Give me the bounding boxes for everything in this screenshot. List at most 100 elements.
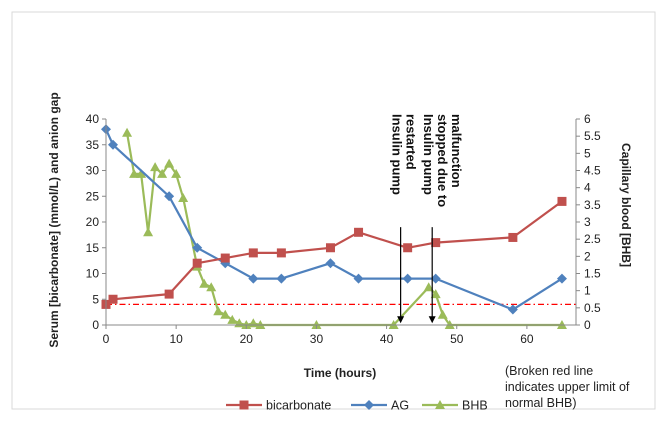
legend-label: bicarbonate <box>266 399 331 413</box>
y2-tick-label: 3 <box>584 215 591 229</box>
y2-tick-label: 0 <box>584 318 591 332</box>
annotations-group: Insulin pump restarted Insulin pump stopped… <box>390 114 464 324</box>
data-point-ag <box>430 273 441 284</box>
data-point-bhb <box>136 168 147 178</box>
x-tick-label: 10 <box>169 332 183 346</box>
y2-tick-label: 5 <box>584 146 591 160</box>
annotation-1: Insulin pump restarted <box>390 114 419 324</box>
data-point-bhb <box>437 309 448 319</box>
legend-item-ag: AG <box>351 399 409 413</box>
legend-label: AG <box>391 399 409 413</box>
data-point-bicarbonate <box>557 196 567 206</box>
y2-tick-label: 4.5 <box>584 164 601 178</box>
y2-tick-label: 0.5 <box>584 301 601 315</box>
note-line: normal BHB) <box>505 396 577 410</box>
y2-tick-label: 5.5 <box>584 129 601 143</box>
y2-tick-label: 2 <box>584 249 591 263</box>
data-point-bicarbonate <box>248 248 258 258</box>
data-point-bicarbonate <box>508 232 518 242</box>
data-point-bhb <box>129 168 140 178</box>
data-point-ag <box>108 139 119 150</box>
x-tick-label: 40 <box>380 332 394 346</box>
y-tick-label: 15 <box>86 241 100 255</box>
data-point-bhb <box>150 162 161 172</box>
y2-tick-label: 2.5 <box>584 232 601 246</box>
note-line: (Broken red line <box>505 364 593 378</box>
data-point-bicarbonate <box>325 243 335 253</box>
data-point-ag <box>164 191 175 202</box>
data-point-bhb <box>430 289 441 299</box>
note-line: indicates upper limit of <box>505 380 630 394</box>
annotation-2: Insulin pump stopped due to malfunction <box>421 114 464 324</box>
x-tick-label: 20 <box>240 332 254 346</box>
data-point-bicarbonate <box>431 238 441 248</box>
annotation-text: restarted <box>404 114 419 170</box>
annotation-text: malfunction <box>449 114 464 188</box>
data-point-bhb <box>178 192 189 202</box>
data-point-ag <box>507 304 518 315</box>
data-point-ag <box>325 258 336 269</box>
data-point-bhb <box>423 282 434 292</box>
data-point-bicarbonate <box>403 243 413 253</box>
chart-frame <box>11 11 656 410</box>
data-point-bhb <box>220 309 231 319</box>
data-point-bhb <box>164 158 175 168</box>
annotation-text: stopped due to <box>435 114 450 207</box>
data-point-bhb <box>213 306 224 316</box>
data-point-bhb <box>206 282 217 292</box>
x-tick-label: 0 <box>103 332 110 346</box>
data-point-bhb <box>157 168 168 178</box>
y-tick-label: 10 <box>86 267 100 281</box>
axes-group: 0 5 10 15 20 25 30 35 40 0 0.5 1 1.5 2 2.5 3 3.5 4 4.5 5 5.5… <box>86 112 601 346</box>
data-point-ag <box>276 273 287 284</box>
data-point-bicarbonate <box>164 289 174 299</box>
legend-item-bhb: BHB <box>422 399 488 413</box>
data-point-bicarbonate <box>220 253 230 263</box>
y2-tick-label: 6 <box>584 112 591 126</box>
data-point-bhb <box>199 278 210 288</box>
data-point-bicarbonate <box>108 294 118 304</box>
y2-tick-label: 3.5 <box>584 198 601 212</box>
y-axis-title: Serum [bicarbonate] (mmol/L) and anion g… <box>47 92 61 347</box>
legend-swatch-marker <box>239 400 249 410</box>
data-point-bhb <box>143 227 154 237</box>
y-tick-label: 0 <box>92 318 99 332</box>
annotation-text: Insulin pump <box>421 114 436 195</box>
legend-item-bicarbonate: bicarbonate <box>226 399 331 413</box>
y2-tick-label: 1 <box>584 284 591 298</box>
x-tick-label: 60 <box>520 332 534 346</box>
data-point-ag <box>556 273 567 284</box>
legend-swatch-marker <box>364 400 374 410</box>
y2-tick-label: 4 <box>584 181 591 195</box>
legend: bicarbonate AG BHB <box>226 399 488 413</box>
y2-axis-title: Capillary blood [BHB] <box>619 143 633 267</box>
reference-note: (Broken red line indicates upper limit of… <box>505 364 630 410</box>
annotation-arrow-head <box>428 316 436 324</box>
data-point-bhb <box>122 127 133 137</box>
data-point-ag <box>402 273 413 284</box>
data-point-bicarbonate <box>354 227 364 237</box>
series-group <box>101 124 567 329</box>
series-bhb <box>122 127 567 329</box>
data-point-bhb <box>171 168 182 178</box>
data-point-ag <box>353 273 364 284</box>
x-tick-label: 50 <box>450 332 464 346</box>
y-tick-label: 35 <box>86 138 100 152</box>
y-tick-label: 20 <box>86 215 100 229</box>
x-axis-title: Time (hours) <box>304 366 376 380</box>
x-tick-label: 30 <box>310 332 324 346</box>
y-tick-label: 30 <box>86 164 100 178</box>
data-point-bicarbonate <box>276 248 286 258</box>
y2-tick-label: 1.5 <box>584 267 601 281</box>
annotation-arrow-head <box>397 316 405 324</box>
legend-swatch-marker <box>435 400 445 409</box>
y-tick-label: 40 <box>86 112 100 126</box>
data-point-ag <box>248 273 259 284</box>
y-tick-label: 5 <box>92 292 99 306</box>
legend-label: BHB <box>462 399 488 413</box>
data-point-ag <box>192 242 203 253</box>
data-point-bhb <box>227 314 238 324</box>
annotation-text: Insulin pump <box>390 114 405 195</box>
data-point-bicarbonate <box>192 258 202 268</box>
